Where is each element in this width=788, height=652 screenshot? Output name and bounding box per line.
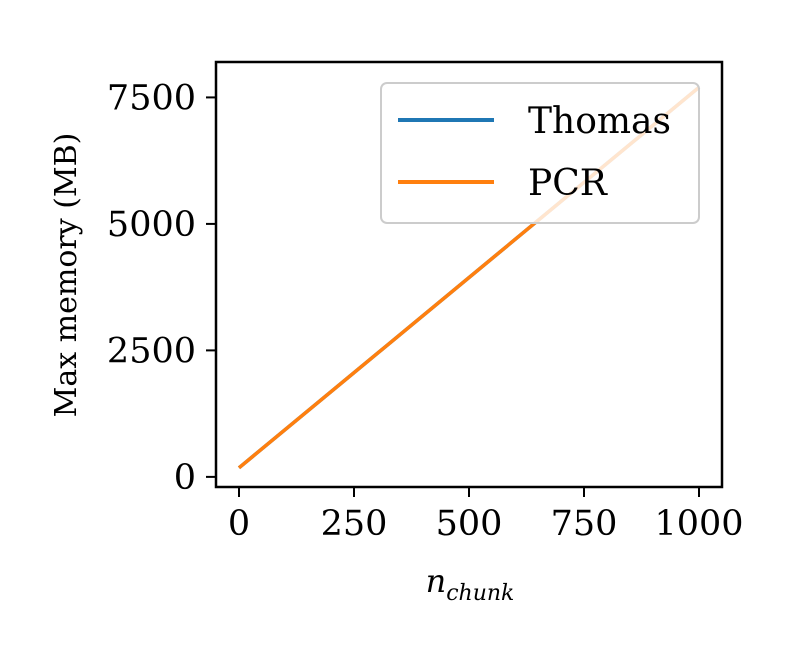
x-axis-ticks: 0 250 500 750 1000 [228, 487, 744, 544]
y-axis-label: Max memory (MB) [49, 133, 84, 418]
legend-label-pcr: PCR [528, 163, 608, 204]
y-tick-label: 5000 [107, 205, 196, 245]
x-axis-label: nchunk [426, 562, 515, 606]
x-tick-label: 0 [228, 504, 250, 544]
x-tick-label: 750 [551, 504, 618, 544]
x-axis-label-main: n [426, 562, 447, 600]
y-tick-label: 7500 [107, 78, 196, 118]
y-tick-label: 0 [174, 458, 196, 498]
x-tick-label: 500 [436, 504, 503, 544]
x-tick-label: 1000 [654, 504, 743, 544]
legend-label-thomas: Thomas [528, 101, 671, 142]
x-axis-label-subscript: chunk [446, 581, 514, 606]
x-tick-label: 250 [321, 504, 388, 544]
y-axis-ticks: 0 2500 5000 7500 [107, 78, 216, 498]
y-tick-label: 2500 [107, 331, 196, 371]
legend-entries: Thomas PCR [398, 101, 671, 204]
legend: Thomas PCR [380, 82, 700, 224]
